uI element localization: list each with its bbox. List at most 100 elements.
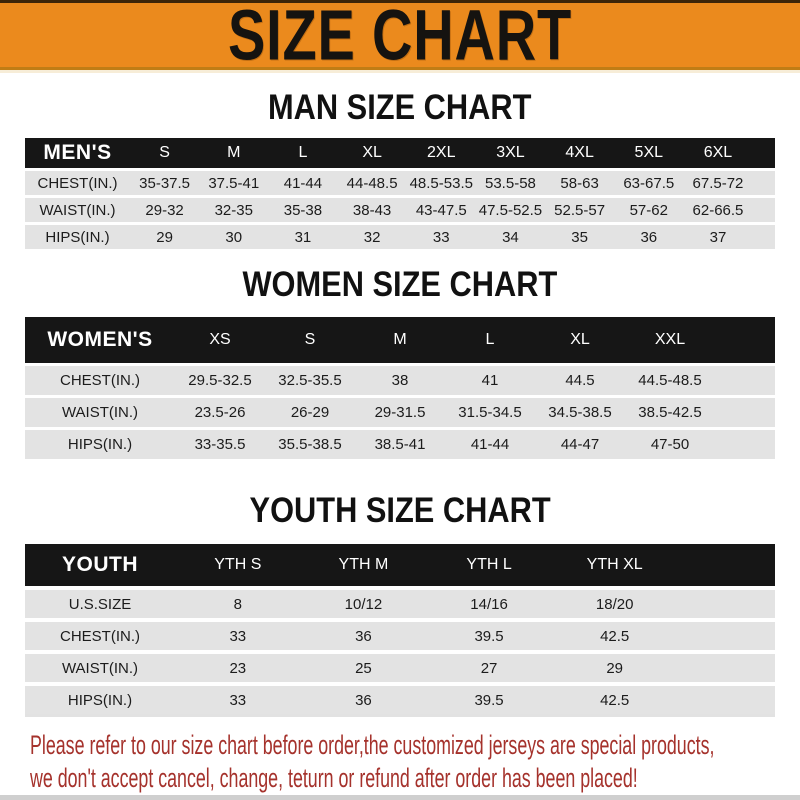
women-section-title-wrap: WOMEN SIZE CHART (0, 265, 800, 305)
column-header: 5XL (634, 144, 664, 161)
row-label: CHEST(IN.) (60, 627, 140, 645)
cell: 39.5 (474, 627, 504, 645)
cell: 44.5 (565, 372, 595, 389)
cell: 29.5-32.5 (188, 372, 252, 389)
cell: 30 (225, 228, 243, 246)
column-header: S (304, 331, 316, 348)
cell: 44-47 (560, 436, 600, 453)
table-row-chest: CHEST(IN.) 35-37.5 37.5-41 41-44 44-48.5… (25, 171, 775, 195)
cell: 35.5-38.5 (278, 436, 342, 453)
column-header: M (227, 144, 241, 161)
men-table-header-row: MEN'S S M L XL 2XL 3XL 4XL 5XL 6XL (25, 138, 775, 168)
cell: 23.5-26 (194, 404, 246, 421)
youth-section-title-wrap: YOUTH SIZE CHART (0, 491, 800, 531)
size-chart-banner: SIZE CHART (0, 0, 800, 71)
row-label: WAIST(IN.) (61, 404, 139, 421)
cell: 32 (363, 228, 381, 246)
cell: 31.5-34.5 (458, 404, 522, 421)
row-label: HIPS(IN.) (67, 436, 133, 453)
order-notice: Please refer to our size chart before or… (0, 729, 800, 795)
order-notice-line-2: we don't accept cancel, change, teturn o… (30, 763, 638, 793)
table-row-waist: WAIST(IN.) 23 25 27 29 (25, 654, 775, 682)
cell: 18/20 (595, 595, 634, 613)
row-label: WAIST(IN.) (61, 659, 139, 677)
column-header: L (485, 331, 495, 348)
row-label: CHEST(IN.) (60, 372, 140, 389)
table-row-hips: HIPS(IN.) 33-35.5 35.5-38.5 38.5-41 41-4… (25, 430, 775, 459)
cell: 43-47.5 (415, 201, 467, 219)
cell: 37.5-41 (208, 174, 260, 192)
cell: 34.5-38.5 (548, 404, 612, 421)
column-header: XXL (654, 331, 686, 348)
women-table-corner-label: WOMEN'S (47, 328, 153, 351)
cell: 37 (709, 228, 727, 246)
cell: 35 (571, 228, 588, 246)
cell: 26-29 (290, 404, 330, 421)
cell: 38.5-41 (374, 436, 426, 453)
cell: 47.5-52.5 (478, 201, 543, 219)
cell: 36 (355, 627, 372, 645)
cell: 32.5-35.5 (278, 372, 342, 389)
men-table-corner-label: MEN'S (43, 141, 112, 164)
men-size-table: MEN'S S M L XL 2XL 3XL 4XL 5XL 6XL CHEST… (25, 138, 775, 249)
column-header: 4XL (565, 144, 594, 161)
cell: 39.5 (474, 691, 504, 709)
row-label: CHEST(IN.) (37, 174, 118, 192)
cell: 27 (480, 659, 498, 677)
row-label: U.S.SIZE (68, 595, 132, 613)
table-row-hips: HIPS(IN.) 29 30 31 32 33 34 35 36 37 (25, 225, 775, 249)
column-header: YTH M (338, 556, 389, 573)
cell: 53.5-58 (485, 174, 536, 192)
youth-size-table: YOUTH YTH S YTH M YTH L YTH XL U.S.SIZE … (25, 544, 775, 717)
cell: 33 (432, 228, 450, 246)
column-header: M (393, 331, 407, 348)
youth-section-title: YOUTH SIZE CHART (249, 491, 551, 530)
cell: 29-32 (145, 201, 184, 219)
cell: 35-38 (283, 201, 323, 219)
cell: 33 (229, 691, 247, 709)
table-row-waist: WAIST(IN.) 29-32 32-35 35-38 38-43 43-47… (25, 198, 775, 222)
table-row-hips: HIPS(IN.) 33 36 39.5 42.5 (25, 686, 775, 714)
cell: 48.5-53.5 (409, 174, 473, 192)
cell: 42.5 (600, 691, 630, 709)
column-header: S (159, 144, 170, 161)
cell: 36 (355, 691, 372, 709)
youth-table-header-row: YOUTH YTH S YTH M YTH L YTH XL (25, 544, 775, 586)
cell: 58-63 (560, 174, 599, 192)
table-row-chest: CHEST(IN.) 33 36 39.5 42.5 (25, 622, 775, 650)
column-header: YTH XL (586, 556, 643, 573)
women-section-title: WOMEN SIZE CHART (242, 265, 558, 304)
column-header: YTH S (214, 556, 262, 573)
women-table-header-row: WOMEN'S XS S M L XL XXL (25, 317, 775, 363)
row-label: WAIST(IN.) (39, 201, 116, 219)
cell: 33-35.5 (194, 436, 246, 453)
cell: 41-44 (283, 174, 323, 192)
cell: 31 (294, 228, 312, 246)
banner-divider (0, 70, 800, 73)
row-label: HIPS(IN.) (67, 691, 133, 709)
column-header: YTH L (466, 556, 512, 573)
cell: 38.5-42.5 (638, 404, 702, 421)
cell: 34 (502, 228, 519, 246)
men-section-title-wrap: MAN SIZE CHART (0, 88, 800, 128)
cell: 57-62 (629, 201, 668, 219)
table-row-us-size: U.S.SIZE 8 10/12 14/16 18/20 (25, 590, 775, 618)
cell: 63-67.5 (623, 174, 675, 192)
cell: 14/16 (470, 595, 508, 613)
men-section-title: MAN SIZE CHART (268, 88, 532, 127)
cell: 41-44 (470, 436, 510, 453)
column-header: 2XL (427, 144, 456, 161)
table-row-waist: WAIST(IN.) 23.5-26 26-29 29-31.5 31.5-34… (25, 398, 775, 427)
cell: 8 (233, 595, 242, 613)
column-header: XS (209, 331, 231, 348)
cell: 32-35 (214, 201, 253, 219)
cell: 52.5-57 (554, 201, 606, 219)
order-notice-line-1: Please refer to our size chart before or… (30, 730, 715, 760)
cell: 23 (229, 659, 247, 677)
cell: 10/12 (344, 595, 383, 613)
cell: 33 (229, 627, 247, 645)
cell: 41 (481, 372, 499, 389)
bottom-edge-strip (0, 795, 800, 800)
youth-table-corner-label: YOUTH (62, 553, 138, 576)
cell: 44-48.5 (346, 174, 398, 192)
